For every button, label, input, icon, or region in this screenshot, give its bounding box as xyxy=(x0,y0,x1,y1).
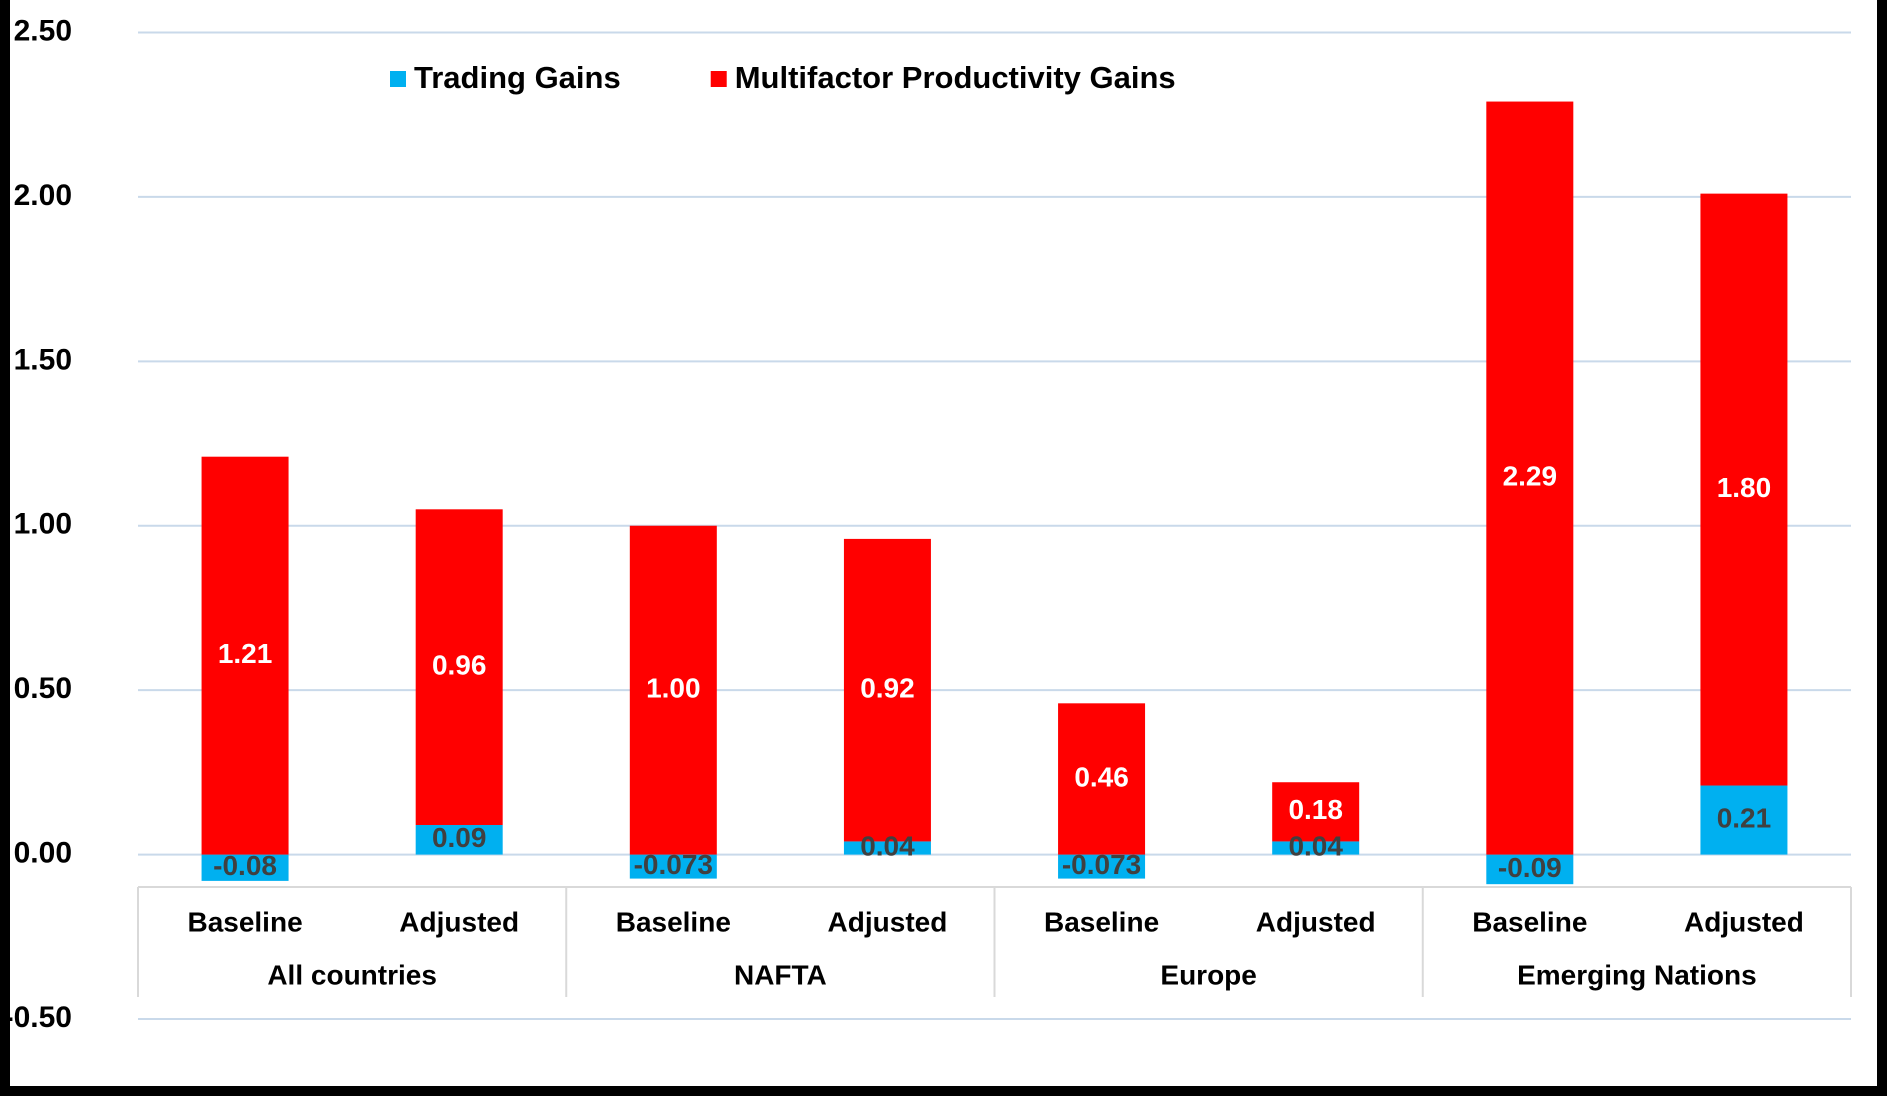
bar-segment xyxy=(1700,785,1788,855)
bar-segment xyxy=(1486,854,1574,885)
legend-swatch xyxy=(710,71,727,87)
x-tick-label: Adjusted xyxy=(828,906,948,937)
legend-swatch xyxy=(390,71,406,87)
bar-segment xyxy=(1058,703,1146,855)
bar-segment xyxy=(1486,101,1574,855)
x-tick-label: Adjusted xyxy=(399,906,519,937)
legend-label: Trading Gains xyxy=(414,60,621,95)
bar-segment xyxy=(843,841,931,855)
group-label: All countries xyxy=(267,959,437,990)
data-label: -0.073 xyxy=(634,849,713,880)
bar-segment xyxy=(1272,841,1360,855)
y-tick-label: 2.00 xyxy=(14,179,72,212)
y-tick-label: 0.50 xyxy=(14,672,72,705)
data-label: 1.00 xyxy=(646,673,701,704)
x-tick-label: Baseline xyxy=(1044,906,1159,937)
data-label: 0.21 xyxy=(1717,802,1772,833)
bar-segment xyxy=(1272,782,1360,842)
data-label: 0.04 xyxy=(860,830,915,861)
data-label: 0.92 xyxy=(860,673,915,704)
bar-segment xyxy=(1700,193,1788,786)
bar-segment xyxy=(415,824,503,855)
bar-segment xyxy=(1058,854,1146,879)
bar-segment xyxy=(629,854,717,879)
data-label: -0.09 xyxy=(1498,852,1562,883)
x-tick-label: Baseline xyxy=(616,906,731,937)
x-tick-label: Adjusted xyxy=(1684,906,1804,937)
y-tick-label: 0.00 xyxy=(14,837,72,870)
data-label: 1.21 xyxy=(218,638,273,669)
x-tick-label: Adjusted xyxy=(1256,906,1376,937)
y-tick-label: 1.00 xyxy=(14,508,72,541)
group-label: NAFTA xyxy=(734,959,827,990)
y-tick-label: 1.50 xyxy=(14,343,72,376)
y-tick-label: -0.50 xyxy=(4,1001,72,1034)
y-tick-label: 2.50 xyxy=(14,14,72,47)
x-tick-label: Baseline xyxy=(187,906,302,937)
data-label: -0.073 xyxy=(1062,849,1141,880)
bar-segment xyxy=(629,525,717,855)
data-label: 0.96 xyxy=(432,650,487,681)
data-label: 0.09 xyxy=(432,822,487,853)
bar-segment xyxy=(843,538,931,842)
data-label: 0.46 xyxy=(1074,761,1129,792)
group-label: Europe xyxy=(1160,959,1256,990)
bar-segment xyxy=(201,854,289,881)
group-label: Emerging Nations xyxy=(1517,959,1757,990)
legend-label: Multifactor Productivity Gains xyxy=(735,60,1176,95)
bar-segment xyxy=(201,456,289,855)
data-label: 0.18 xyxy=(1288,794,1343,825)
data-label: 1.80 xyxy=(1717,472,1772,503)
data-label: 0.04 xyxy=(1288,830,1343,861)
data-label: 2.29 xyxy=(1503,460,1558,491)
bar-segment xyxy=(415,509,503,825)
x-tick-label: Baseline xyxy=(1472,906,1587,937)
data-label: -0.08 xyxy=(213,850,277,881)
